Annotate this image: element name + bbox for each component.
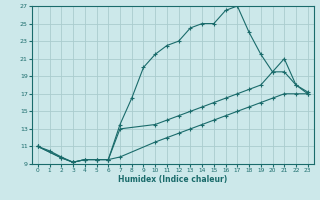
X-axis label: Humidex (Indice chaleur): Humidex (Indice chaleur)	[118, 175, 228, 184]
